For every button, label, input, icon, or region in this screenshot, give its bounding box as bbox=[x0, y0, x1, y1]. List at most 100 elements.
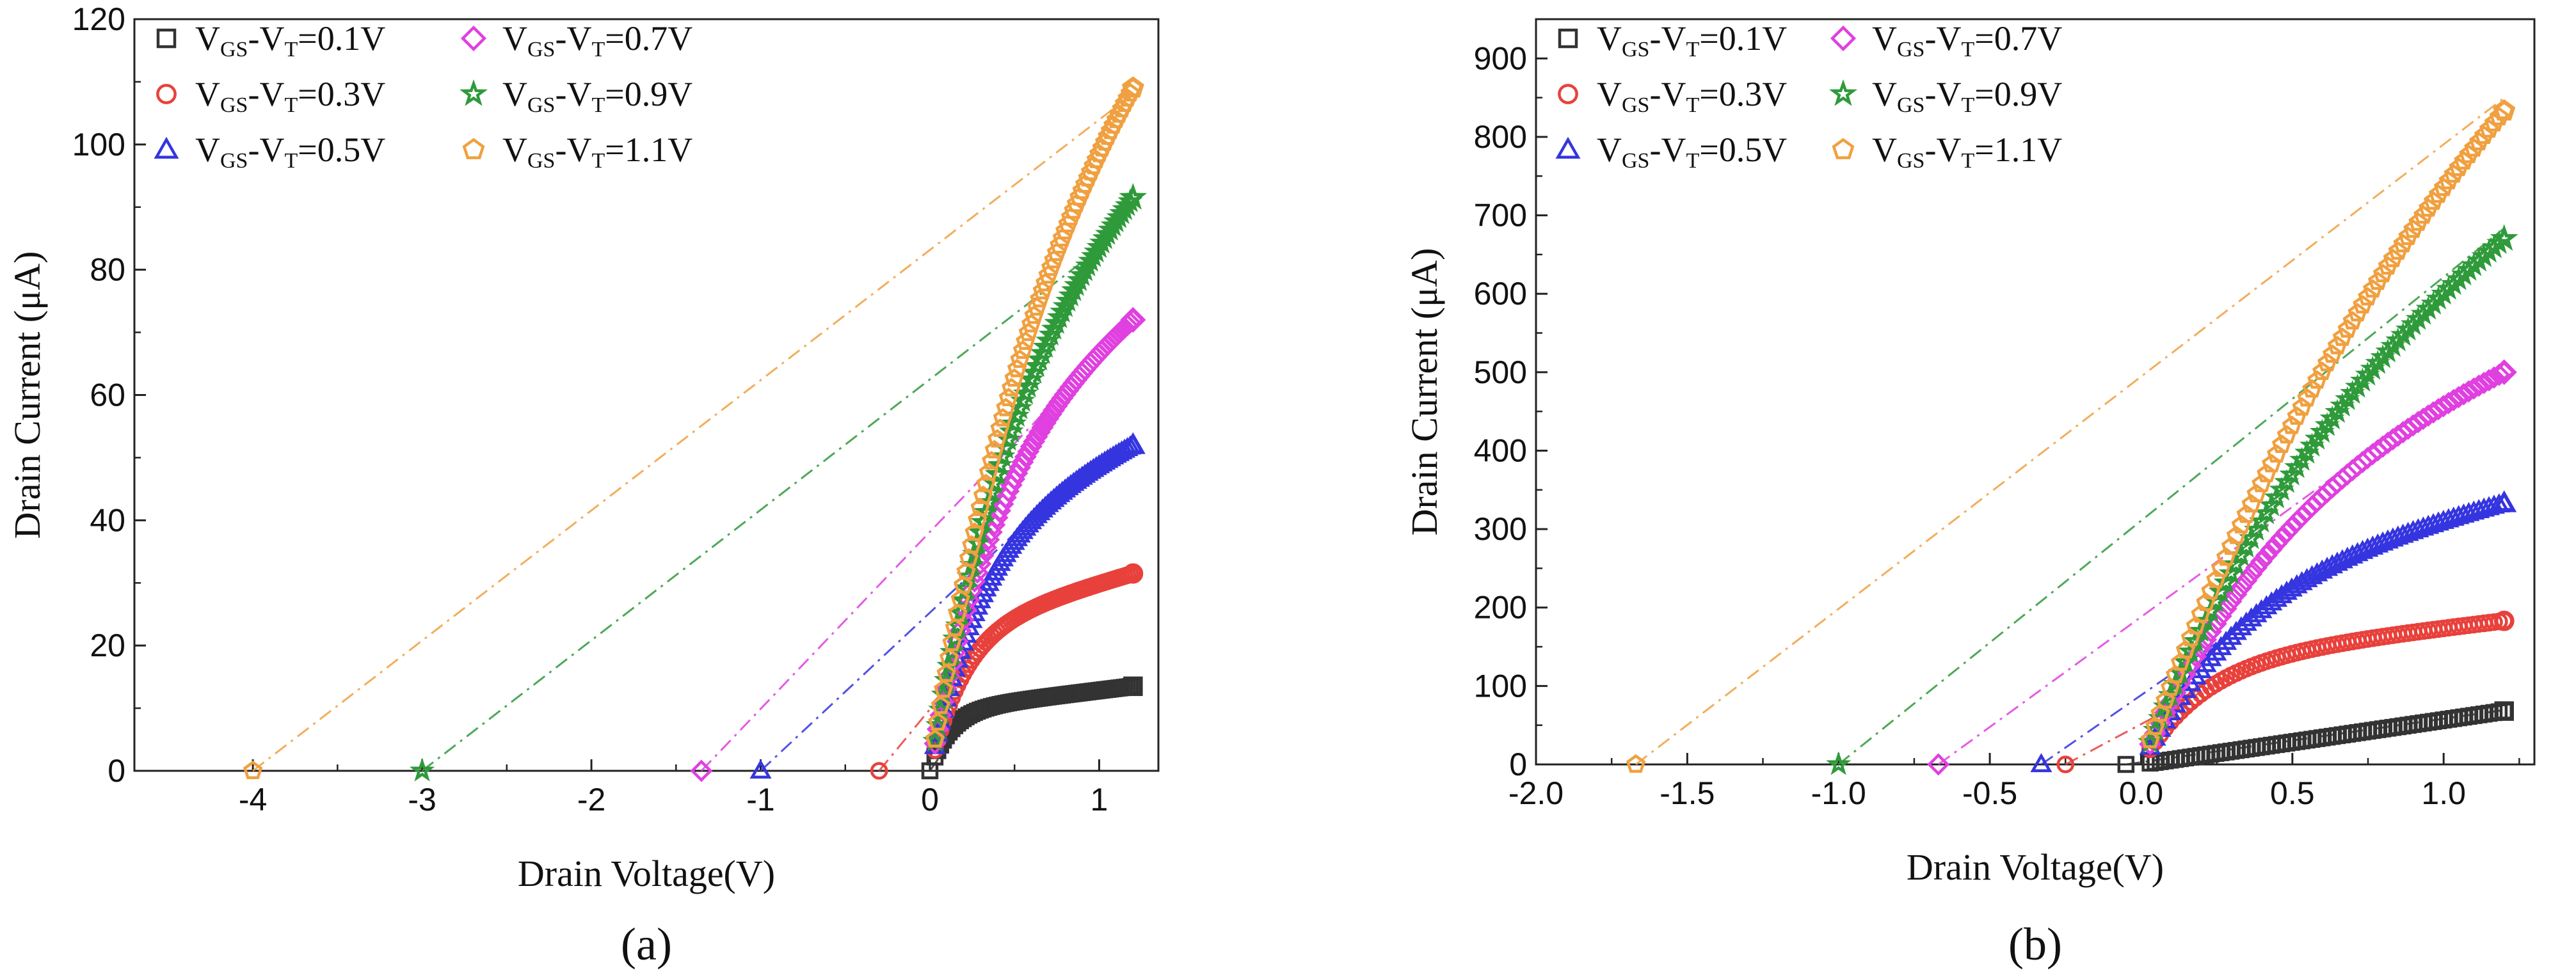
legend-marker bbox=[1830, 25, 1857, 52]
data-point bbox=[2363, 279, 2383, 298]
data-point bbox=[2265, 532, 2288, 555]
data-point bbox=[2447, 386, 2470, 409]
legend-label-part: =0.5V bbox=[298, 130, 385, 169]
data-point bbox=[2140, 729, 2160, 748]
data-point bbox=[959, 548, 979, 567]
legend-label-part: -V bbox=[1924, 19, 1961, 58]
legend-label: VGS-VT=0.7V bbox=[1872, 19, 2062, 61]
data-point bbox=[2179, 654, 2202, 677]
data-point bbox=[2175, 640, 2196, 659]
fit-line bbox=[1837, 227, 2505, 766]
data-point bbox=[2383, 248, 2403, 267]
legend-label-part: -V bbox=[248, 75, 284, 113]
series-diamond bbox=[1927, 359, 2517, 776]
series-star bbox=[1826, 224, 2518, 775]
legend-label: VGS-VT=0.1V bbox=[1597, 19, 1787, 61]
legend-label-part: GS bbox=[1897, 93, 1924, 117]
data-point bbox=[2459, 145, 2479, 163]
data-point bbox=[2250, 550, 2273, 573]
legend-label-part: T bbox=[284, 38, 298, 61]
legend-label-part: =0.1V bbox=[1699, 19, 1787, 58]
y-tick-label: 0 bbox=[108, 753, 125, 789]
legend-label-part: -V bbox=[555, 130, 591, 169]
data-point bbox=[2235, 569, 2258, 592]
legend-item: VGS-VT=0.5V bbox=[154, 130, 385, 173]
data-point bbox=[2165, 665, 2186, 684]
legend-marker bbox=[154, 136, 179, 159]
intercept-marker bbox=[1826, 751, 1852, 775]
data-point bbox=[1044, 249, 1064, 269]
data-point bbox=[925, 729, 945, 748]
legend-label: VGS-VT=1.1V bbox=[502, 130, 692, 173]
data-point bbox=[2372, 264, 2393, 283]
data-point bbox=[2464, 138, 2484, 157]
intercept-marker bbox=[2117, 755, 2135, 773]
legend-label-part: V bbox=[195, 130, 220, 169]
data-point bbox=[2270, 526, 2293, 549]
data-point bbox=[2449, 157, 2468, 177]
legend-label: VGS-VT=0.3V bbox=[195, 75, 385, 117]
data-point bbox=[2200, 647, 2222, 667]
data-point bbox=[2260, 538, 2283, 561]
data-point bbox=[970, 497, 990, 516]
data-point bbox=[1072, 180, 1092, 200]
legend-label-part: T bbox=[284, 149, 298, 173]
data-point bbox=[2403, 219, 2423, 238]
x-axis-title: Drain Voltage(V) bbox=[1907, 846, 2164, 888]
data-point bbox=[945, 617, 965, 636]
data-point bbox=[2220, 626, 2243, 645]
y-tick-label: 400 bbox=[1474, 432, 1527, 468]
x-tick-label: 1 bbox=[1091, 782, 1108, 818]
data-point bbox=[2462, 377, 2485, 400]
intercept-marker bbox=[690, 759, 713, 782]
legend-label-part: V bbox=[1597, 19, 1622, 58]
legend-label-part: V bbox=[502, 19, 527, 58]
legend: VGS-VT=0.1VVGS-VT=0.3VVGS-VT=0.5VVGS-VT=… bbox=[1555, 19, 2062, 173]
data-point bbox=[1113, 438, 1136, 458]
y-axis-title: Drain Current (μA) bbox=[6, 251, 48, 539]
series-square bbox=[921, 676, 1143, 780]
legend-label-part: =0.5V bbox=[1699, 130, 1787, 169]
legend-label-part: T bbox=[591, 149, 605, 173]
data-point bbox=[2156, 690, 2175, 709]
data-point bbox=[2184, 645, 2207, 668]
legend-marker bbox=[1558, 84, 1578, 104]
legend-label-part: -V bbox=[248, 19, 284, 58]
data-point bbox=[1038, 265, 1058, 284]
data-point bbox=[2467, 374, 2490, 397]
data-point bbox=[1075, 174, 1095, 193]
data-point bbox=[2454, 151, 2474, 170]
data-point bbox=[1069, 187, 1089, 206]
data-point bbox=[2419, 198, 2438, 217]
x-tick-label: -2 bbox=[577, 782, 605, 818]
legend-item: VGS-VT=0.7V bbox=[1830, 19, 2062, 61]
data-point bbox=[1027, 297, 1047, 316]
fit-line bbox=[252, 106, 1117, 772]
intercept-marker bbox=[749, 759, 772, 779]
data-point bbox=[2348, 303, 2367, 322]
data-point bbox=[2427, 398, 2450, 421]
legend-label-part: V bbox=[502, 130, 527, 169]
data-point bbox=[939, 647, 959, 667]
legend-label-part: =0.9V bbox=[605, 75, 692, 113]
panel-label: (b) bbox=[2008, 919, 2062, 970]
data-point bbox=[2327, 335, 2348, 354]
fit-line bbox=[1635, 97, 2505, 766]
intercept-marker bbox=[243, 761, 263, 779]
endpoint-marker bbox=[2493, 610, 2515, 631]
data-point bbox=[2317, 352, 2337, 372]
legend-marker bbox=[460, 25, 487, 52]
data-point bbox=[2444, 164, 2463, 183]
data-point bbox=[1024, 305, 1044, 324]
legend-label-part: V bbox=[195, 75, 220, 113]
data-point bbox=[2474, 125, 2494, 145]
series-star bbox=[409, 182, 1148, 782]
legend-label: VGS-VT=0.5V bbox=[195, 130, 385, 173]
legend-item: VGS-VT=0.9V bbox=[459, 75, 692, 117]
legend-label-part: V bbox=[502, 75, 527, 113]
legend-label-part: -V bbox=[1649, 75, 1686, 113]
data-point bbox=[953, 575, 973, 594]
fit-line bbox=[760, 523, 1026, 772]
endpoint-marker bbox=[2490, 224, 2518, 251]
legend-item: VGS-VT=1.1V bbox=[462, 130, 692, 173]
